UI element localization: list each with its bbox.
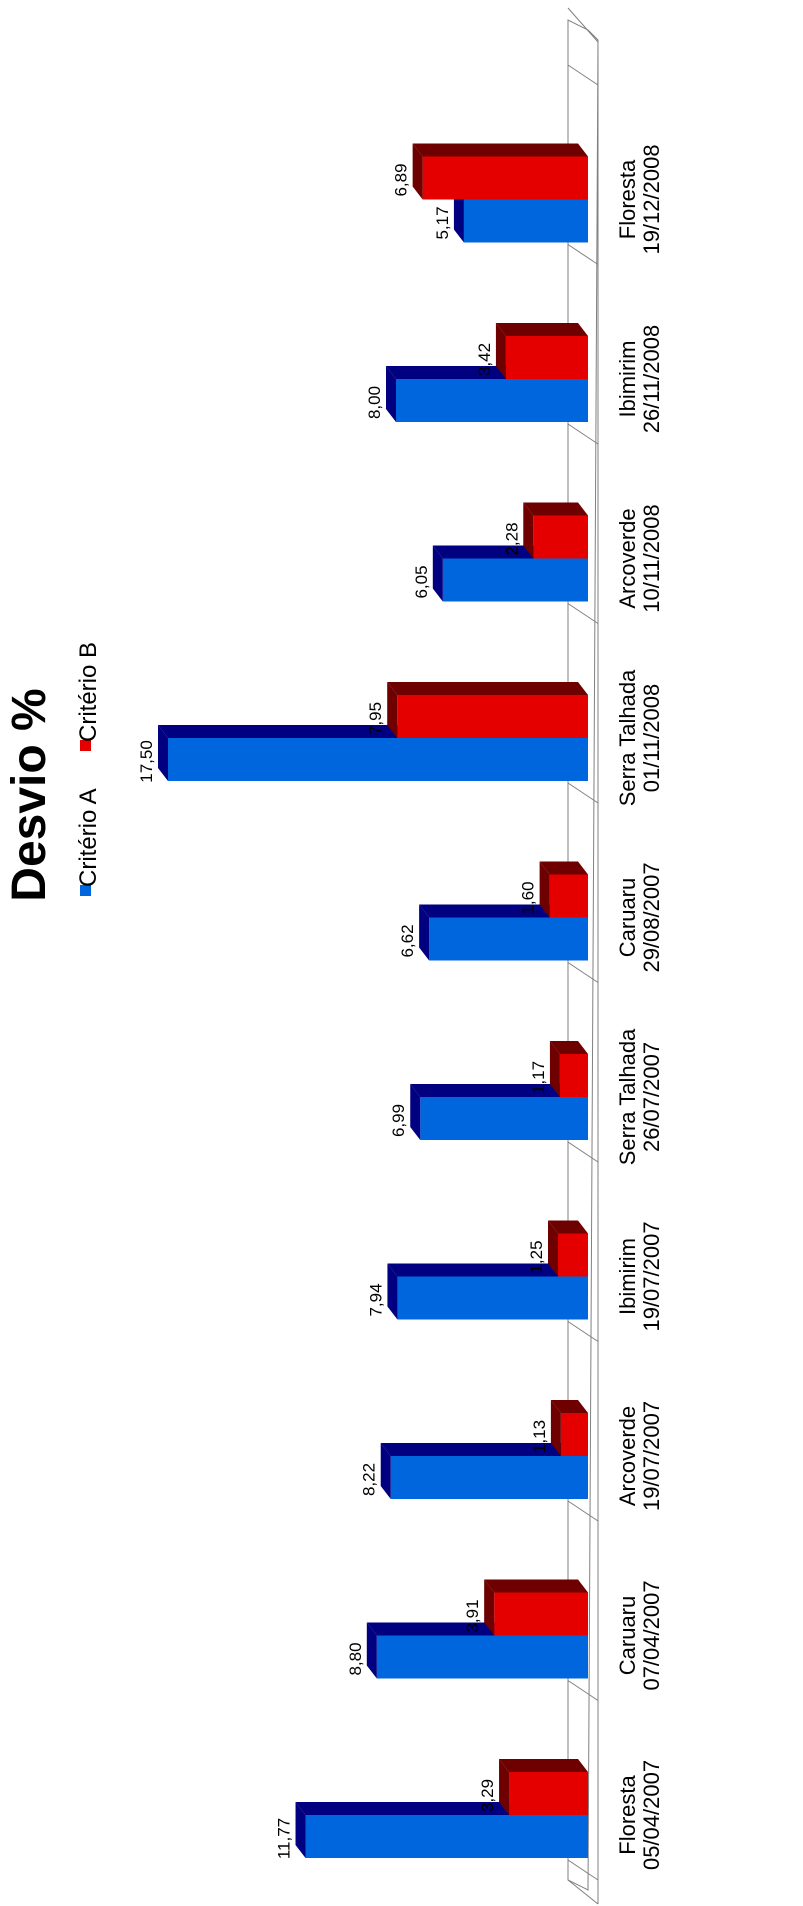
category-label: Arcoverde10/11/2008 — [615, 504, 664, 612]
data-label: 8,00 — [365, 386, 384, 419]
data-label: 3,42 — [475, 343, 494, 376]
category-label: Ibimirim26/11/2008 — [615, 325, 664, 433]
legend-item: Critério A — [75, 788, 102, 896]
chart-category-labels: Floresta05/04/2007 Caruaru07/04/2007 Arcov… — [615, 144, 664, 1870]
data-label: 11,77 — [275, 1818, 294, 1859]
category-label: Floresta19/12/2008 — [615, 144, 664, 254]
data-label: 17,50 — [137, 740, 156, 783]
bar-criterio-b — [550, 1400, 588, 1456]
data-label: 1,25 — [527, 1240, 546, 1273]
data-label: 6,05 — [412, 565, 431, 598]
legend-swatch — [80, 740, 91, 751]
data-label: 8,80 — [346, 1642, 365, 1675]
bar-criterio-b — [412, 143, 588, 200]
data-label: 1,13 — [530, 1420, 549, 1453]
bar-criterio-b — [484, 1579, 588, 1636]
data-label: 1,17 — [529, 1061, 548, 1094]
bar-criterio-a — [410, 1084, 588, 1140]
bar-criterio-b — [539, 861, 588, 918]
chart-gridlines — [567, 64, 599, 1881]
bar-criterio-b — [387, 682, 588, 738]
bar-criterio-a — [386, 366, 588, 422]
bar-criterio-a — [387, 1263, 588, 1320]
chart-bars — [158, 143, 588, 1858]
legend-swatch — [80, 885, 91, 896]
chart-frame — [567, 7, 599, 1905]
data-label: 7,95 — [366, 702, 385, 735]
data-label: 1,60 — [519, 881, 538, 914]
data-label: 2,28 — [502, 522, 521, 555]
category-label: Caruaru07/04/2007 — [615, 1580, 664, 1690]
data-label: 6,99 — [389, 1104, 408, 1137]
bar-criterio-a — [419, 904, 588, 961]
bar-criterio-b — [495, 323, 588, 379]
category-label: Floresta05/04/2007 — [615, 1760, 664, 1870]
category-label: Caruaru29/08/2007 — [615, 862, 664, 972]
data-label: 8,22 — [360, 1463, 379, 1496]
category-label: Serra Talhada26/07/2007 — [615, 1028, 664, 1165]
chart-legend: Critério A Critério B — [75, 642, 102, 896]
bar-criterio-a — [380, 1443, 588, 1499]
bar-criterio-b — [549, 1041, 588, 1097]
bar-criterio-b — [523, 502, 588, 559]
category-label: Arcoverde19/07/2007 — [615, 1401, 664, 1511]
data-label: 3,91 — [463, 1599, 482, 1632]
category-label: Serra Talhada01/11/2008 — [615, 669, 664, 806]
data-label: 3,29 — [478, 1779, 497, 1812]
data-label: 5,17 — [433, 206, 452, 239]
data-label: 6,89 — [392, 163, 411, 196]
bar-criterio-b — [548, 1220, 588, 1277]
legend-item: Critério B — [75, 642, 102, 751]
chart-data-labels: 11,77 3,29 8,80 3,91 8,22 1,13 7,94 1,25 6,99 1,1… — [137, 163, 549, 1859]
bar-criterio-b — [499, 1759, 588, 1815]
chart-title: Desvio % — [3, 688, 56, 901]
data-label: 6,62 — [398, 924, 417, 957]
legend-label: Critério A — [75, 788, 102, 887]
category-label: Ibimirim19/07/2007 — [615, 1221, 664, 1331]
data-label: 7,94 — [366, 1283, 385, 1316]
legend-label: Critério B — [75, 642, 102, 742]
